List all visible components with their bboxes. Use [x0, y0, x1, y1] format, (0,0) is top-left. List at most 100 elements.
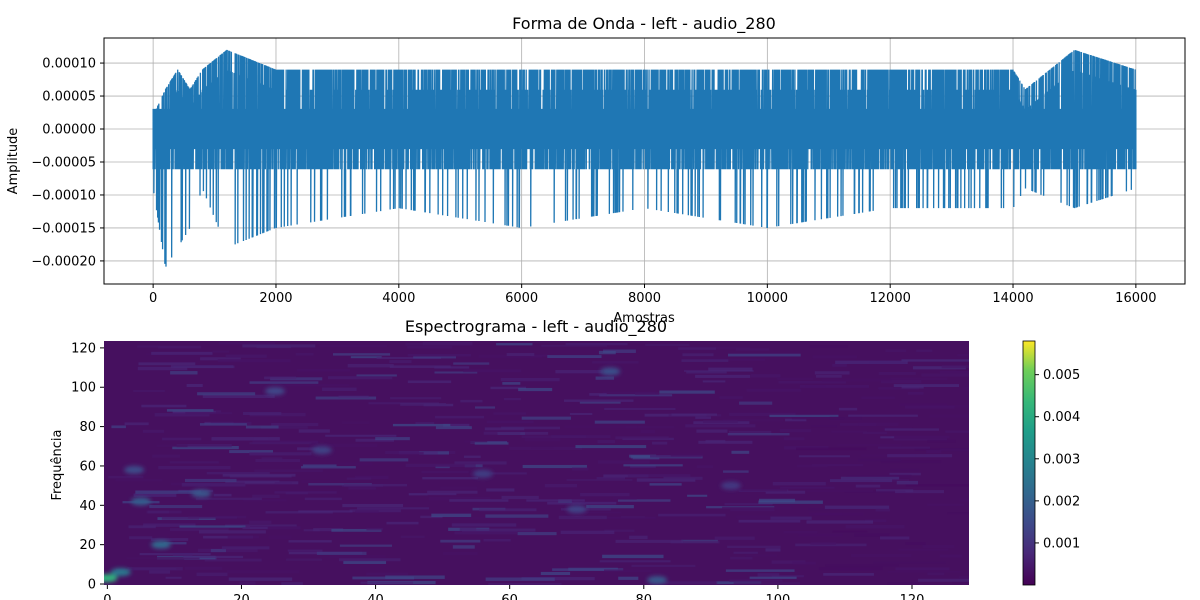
spectrogram-cell [158, 345, 202, 349]
spectrogram-cell [302, 464, 337, 467]
spectrogram-cell [195, 497, 262, 500]
spectrogram-cell [927, 572, 945, 576]
spectrogram-cell [736, 515, 801, 519]
colorbar-tick-label: 0.004 [1043, 410, 1080, 425]
spectrogram-cell [797, 464, 828, 468]
spectrogram-cell [921, 373, 969, 377]
spectrogram-hot-spot [191, 489, 212, 498]
spectrogram-cell [197, 392, 256, 396]
spectrogram-cell [249, 520, 272, 524]
spectrogram-cell [840, 476, 900, 480]
spectrogram-cell [854, 533, 890, 537]
spectrogram-x-tick-label: 120 [900, 593, 925, 600]
spectrogram-cell [889, 472, 921, 476]
spectrogram-y-ticks: 0 20 40 60 80 100 120 [71, 341, 104, 593]
spectrogram-cell [724, 503, 773, 506]
spectrogram-cell [385, 575, 445, 579]
spectrogram-cell [829, 479, 893, 483]
colorbar-tick-label: 0.002 [1043, 494, 1080, 509]
spectrogram-cell [501, 495, 539, 500]
spectrogram-cell [890, 435, 950, 439]
spectrogram-cell [895, 567, 950, 571]
spectrogram-cell [133, 389, 165, 392]
spectrogram-cell [497, 431, 549, 435]
spectrogram-cell [521, 577, 595, 581]
spectrogram-cell [210, 548, 226, 553]
spectrogram-cell [249, 442, 312, 445]
spectrogram-cell [339, 544, 393, 547]
spectrogram-cell [179, 525, 246, 528]
spectrogram-cell [360, 581, 414, 584]
spectrogram-cell [811, 464, 864, 467]
spectrogram-cell [429, 496, 491, 501]
spectrogram-cell [649, 483, 682, 486]
spectrogram-cell [343, 560, 387, 564]
spectrogram-cell [486, 420, 534, 424]
spectrogram-hot-spot [150, 540, 171, 549]
spectrogram-y-tick-label: 0 [88, 578, 96, 593]
spectrogram-cell [855, 484, 881, 488]
spectrogram-cell [435, 426, 472, 430]
spectrogram-cell [133, 493, 177, 497]
spectrogram-cell [521, 416, 571, 420]
waveform-y-label: Amplitude [6, 128, 21, 195]
spectrogram-cell [184, 566, 223, 570]
spectrogram-cell [245, 425, 279, 429]
spectrogram-cell [878, 371, 916, 375]
spectrogram-cell [922, 544, 955, 548]
spectrogram-cell [563, 399, 634, 402]
spectrogram-y-tick-label: 80 [79, 420, 96, 435]
spectrogram-cell [597, 460, 650, 464]
spectrogram-cell [586, 505, 634, 509]
spectrogram-cell [957, 353, 969, 357]
waveform-x-tick-label: 6000 [505, 291, 538, 306]
spectrogram-cell [355, 475, 389, 480]
spectrogram-cell [815, 374, 842, 378]
spectrogram-cell [947, 512, 969, 515]
spectrogram-cell [831, 430, 868, 433]
spectrogram-cell [254, 469, 323, 472]
spectrogram-cell [844, 490, 906, 494]
spectrogram-cell [202, 394, 275, 399]
spectrogram-cell [627, 474, 691, 478]
spectrogram-cell [517, 532, 557, 536]
spectrogram-cell [186, 384, 203, 388]
spectrogram-cell [749, 576, 797, 579]
spectrogram-cell [386, 521, 419, 525]
spectrogram-hot-spots [104, 367, 741, 585]
spectrogram-cell [678, 347, 717, 350]
spectrogram-cell [518, 387, 553, 392]
spectrogram-cell [400, 535, 425, 538]
spectrogram-cell [907, 391, 924, 395]
spectrogram-cell [143, 523, 196, 527]
spectrogram-cell [758, 498, 796, 503]
spectrogram-cell [885, 349, 907, 353]
spectrogram-cell [375, 437, 410, 441]
spectrogram-cell [580, 492, 630, 497]
spectrogram-cell [348, 487, 376, 490]
spectrogram-cell [598, 350, 616, 355]
spectrogram-cell [659, 390, 715, 394]
spectrogram-cell [204, 558, 262, 562]
spectrogram-cell [268, 535, 292, 539]
spectrogram-cell [350, 356, 382, 359]
waveform-x-tick-label: 14000 [992, 291, 1033, 306]
spectrogram-hot-spot [647, 576, 668, 585]
spectrogram-cell [596, 477, 626, 480]
waveform-y-tick-label: 0.00000 [42, 123, 96, 138]
spectrogram-cell [176, 443, 232, 448]
spectrogram-cell [566, 478, 633, 482]
spectrogram-cell [485, 577, 555, 581]
spectrogram-cell [722, 506, 792, 510]
spectrogram-cell [390, 397, 442, 400]
spectrogram-cell [400, 402, 446, 406]
spectrogram-cell [597, 439, 615, 444]
spectrogram-chart: Espectrograma - left - audio_280 0 20 40 60… [50, 317, 1080, 600]
spectrogram-cell [569, 412, 593, 416]
spectrogram-cell [218, 342, 276, 345]
spectrogram-cell [899, 403, 948, 406]
colorbar-tick-label: 0.001 [1043, 536, 1080, 551]
spectrogram-y-tick-label: 20 [79, 538, 96, 553]
spectrogram-cell [187, 516, 238, 519]
spectrogram-cell [698, 440, 753, 444]
